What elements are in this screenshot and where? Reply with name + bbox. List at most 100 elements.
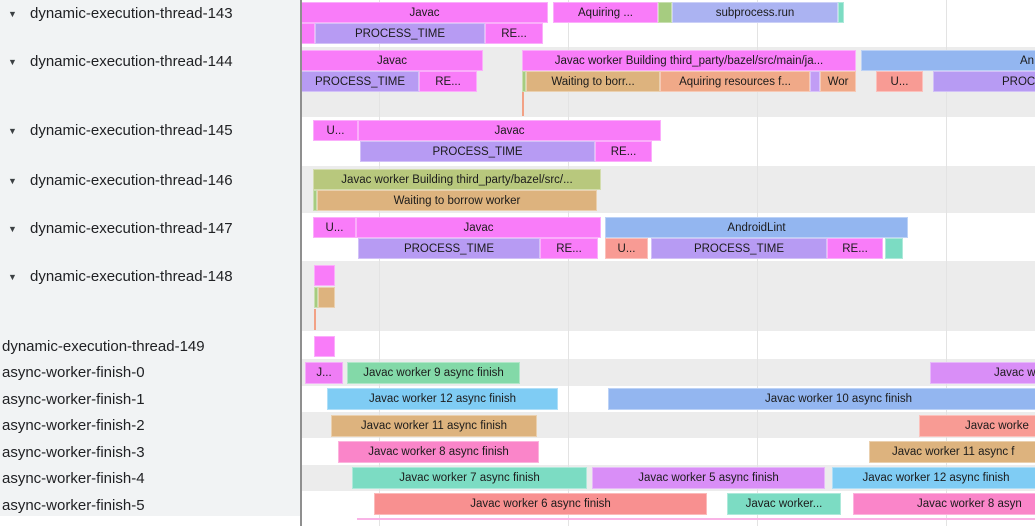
trace-slice[interactable]: U...	[605, 238, 648, 259]
trace-slice[interactable]: U...	[876, 71, 923, 92]
track-label-row[interactable]: dynamic-execution-thread-149	[0, 338, 300, 356]
trace-slice[interactable]	[318, 287, 335, 308]
trace-slice-label: U...	[326, 124, 345, 137]
trace-slice[interactable]: Javac worker Building third_party/bazel/…	[313, 169, 601, 190]
trace-slice[interactable]: Javac worker 11 async f	[869, 441, 1035, 463]
track-label-row[interactable]: ▼ dynamic-execution-thread-145	[0, 122, 300, 140]
trace-slice[interactable]: Waiting to borrow worker	[317, 190, 597, 211]
trace-slice-label: RE...	[556, 242, 582, 255]
trace-slice[interactable]: RE...	[827, 238, 883, 259]
trace-slice-label: Javac worker 6 async finish	[470, 498, 611, 510]
trace-slice[interactable]: Javac worker...	[727, 493, 841, 515]
trace-slice[interactable]: Javac worker 9 async finish	[347, 362, 520, 384]
track-label-row[interactable]: ▼ dynamic-execution-thread-144	[0, 53, 300, 71]
trace-slice-label: PROCESS_TIME	[693, 242, 785, 255]
track-label-row[interactable]: ▼ dynamic-execution-thread-146	[0, 172, 300, 190]
instant-event-marker[interactable]	[314, 309, 316, 330]
trace-slice-label: Javac worker 9 async finish	[363, 367, 504, 379]
trace-slice[interactable]	[313, 190, 317, 211]
track-label-row[interactable]: ▼ dynamic-execution-thread-147	[0, 220, 300, 238]
track-name: dynamic-execution-thread-148	[30, 268, 233, 285]
trace-slice[interactable]: Javac worker 12 async finish	[832, 467, 1035, 489]
trace-slice[interactable]: Javac	[356, 217, 601, 238]
track-label-row[interactable]: async-worker-finish-3	[0, 444, 300, 462]
trace-slice[interactable]: AndroidLint	[605, 217, 908, 238]
trace-slice[interactable]: PROCESS_TIME	[651, 238, 827, 259]
track-label-row[interactable]: async-worker-finish-4	[0, 470, 300, 488]
trace-slice[interactable]	[810, 71, 820, 92]
trace-slice[interactable]: Javac worker 12 async finish	[327, 388, 558, 410]
trace-slice[interactable]: U...	[313, 120, 358, 141]
sidebar-timeline-divider[interactable]	[300, 0, 302, 526]
track-label-row[interactable]: async-worker-finish-2	[0, 417, 300, 435]
trace-slice-label: Javac worker 11 async f	[892, 446, 1015, 458]
collapse-arrow-icon[interactable]: ▼	[8, 272, 17, 282]
collapse-arrow-icon[interactable]: ▼	[8, 224, 17, 234]
trace-slice[interactable]: PROCE	[933, 71, 1035, 92]
trace-slice-label: Wor	[827, 75, 849, 88]
trace-slice[interactable]: subprocess.run	[672, 2, 838, 23]
track-label-row[interactable]: ▼ dynamic-execution-thread-148	[0, 268, 300, 286]
trace-slice[interactable]: U...	[313, 217, 356, 238]
trace-slice-label: PROCE	[1002, 75, 1035, 88]
collapse-arrow-icon[interactable]: ▼	[8, 126, 17, 136]
collapse-arrow-icon[interactable]: ▼	[8, 176, 17, 186]
trace-slice[interactable]: Javac worker 7 async finish	[352, 467, 587, 489]
track-label-row[interactable]: async-worker-finish-1	[0, 391, 300, 409]
trace-slice[interactable]: PROCESS_TIME	[315, 23, 485, 44]
trace-slice-label: Javac worker 7 async finish	[399, 472, 540, 484]
trace-slice[interactable]	[314, 265, 335, 286]
trace-slice-label: RE...	[501, 27, 527, 40]
trace-slice[interactable]: Javac	[302, 50, 483, 71]
trace-slice-label: Javac worker 10 async finish	[765, 393, 913, 405]
trace-slice[interactable]: Wor	[820, 71, 856, 92]
trace-slice[interactable]: Aquiring ...	[553, 2, 658, 23]
track-name: dynamic-execution-thread-145	[30, 122, 233, 139]
collapse-arrow-icon[interactable]: ▼	[8, 57, 17, 67]
trace-slice[interactable]: PROCESS_TIME	[302, 71, 419, 92]
track-label-row[interactable]: async-worker-finish-0	[0, 364, 300, 382]
trace-slice[interactable]: Javac worke	[919, 415, 1035, 437]
track-name: async-worker-finish-5	[2, 497, 145, 514]
trace-slice[interactable]	[658, 2, 672, 23]
trace-slice[interactable]: Javac	[358, 120, 661, 141]
trace-slice[interactable]: RE...	[419, 71, 477, 92]
instant-event-marker[interactable]	[522, 92, 524, 116]
collapse-arrow-icon[interactable]: ▼	[8, 9, 17, 19]
trace-slice[interactable]: Javac	[302, 2, 548, 23]
trace-slice[interactable]: Javac worker 11 async finish	[331, 415, 537, 437]
partial-slice-edge	[357, 518, 1035, 520]
trace-slice[interactable]: J...	[305, 362, 343, 384]
trace-slice[interactable]: RE...	[540, 238, 598, 259]
trace-slice[interactable]: RE...	[595, 141, 652, 162]
trace-slice-label: Javac worker...	[745, 498, 823, 510]
trace-slice[interactable]: Javac worker 5 async finish	[592, 467, 825, 489]
trace-slice[interactable]	[302, 23, 315, 44]
track-name: async-worker-finish-3	[2, 444, 145, 461]
trace-slice[interactable]: Javac worker 6 async finish	[374, 493, 707, 515]
track-label-row[interactable]: async-worker-finish-5	[0, 497, 300, 515]
trace-slice[interactable]: PROCESS_TIME	[358, 238, 540, 259]
trace-slice[interactable]	[838, 2, 844, 23]
trace-slice[interactable]: Aquiring resources f...	[660, 71, 810, 92]
trace-slice-label: Javac worker 12 async finish	[862, 472, 1010, 484]
trace-slice[interactable]	[314, 336, 335, 357]
trace-slice[interactable]: Javac worker Building third_party/bazel/…	[522, 50, 856, 71]
track-label-row[interactable]: ▼ dynamic-execution-thread-143	[0, 5, 300, 23]
trace-slice[interactable]: Javac w	[930, 362, 1035, 384]
trace-slice-label: Javac worker 8 asyn	[917, 498, 1022, 510]
trace-slice-label: U...	[890, 75, 909, 88]
trace-slice[interactable]: Javac worker 8 asyn	[853, 493, 1035, 515]
trace-slice[interactable]: An	[861, 50, 1035, 71]
time-gridline	[946, 0, 947, 526]
trace-slice[interactable]: Javac worker 8 async finish	[338, 441, 539, 463]
trace-slice[interactable]	[885, 238, 903, 259]
trace-slice[interactable]: PROCESS_TIME	[360, 141, 595, 162]
track-name: async-worker-finish-4	[2, 470, 145, 487]
trace-slice[interactable]: RE...	[485, 23, 543, 44]
track-name-sidebar: ▼ dynamic-execution-thread-143 ▼ dynamic-ex…	[0, 0, 300, 516]
trace-slice[interactable]: Javac worker 10 async finish	[608, 388, 1035, 410]
trace-slice[interactable]: Waiting to borr...	[526, 71, 660, 92]
trace-slice[interactable]	[522, 71, 526, 92]
trace-slice[interactable]	[314, 287, 318, 308]
